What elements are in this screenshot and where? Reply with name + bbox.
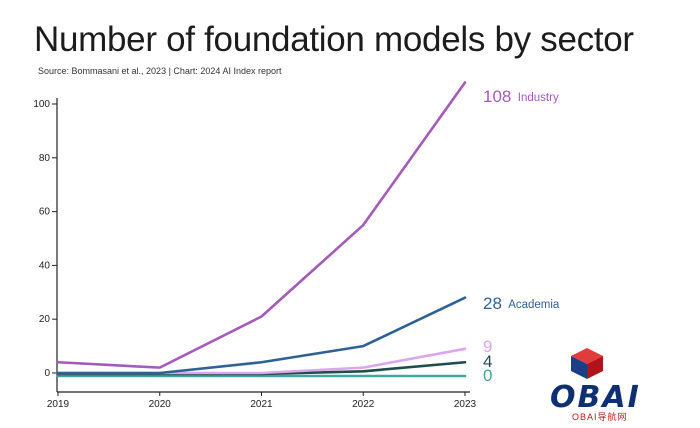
end-value-label: 108 <box>483 87 511 106</box>
watermark-brand: OBAI <box>550 380 641 415</box>
y-tick-label: 0 <box>44 368 50 379</box>
x-tick-label: 2021 <box>250 399 273 410</box>
x-tick-label: 2023 <box>454 399 477 410</box>
watermark-subtitle: OBAI导航网 <box>572 412 628 422</box>
series-name-label: Academia <box>508 299 560 311</box>
cube-logo-icon <box>571 348 603 379</box>
end-value-label: 0 <box>483 366 492 385</box>
chart-end-labels: 108 Industry 28 Academia 940 <box>483 87 560 385</box>
series-line-academia <box>56 296 467 375</box>
chart-source: Source: Bommasani et al., 2023 | Chart: … <box>38 66 282 76</box>
y-tick-label: 60 <box>39 207 51 218</box>
chart-axes: 0 20 40 60 80 100 2019 2020 2021 2022 2023 <box>33 98 477 410</box>
watermark-panel <box>496 338 700 428</box>
y-tick-label: 40 <box>39 260 51 271</box>
chart-series <box>56 81 467 378</box>
end-value-label: 9 <box>483 337 492 356</box>
end-value-label: 4 <box>483 352 492 371</box>
y-tick-label: 80 <box>39 153 51 164</box>
x-tick-label: 2019 <box>47 399 70 410</box>
chart-title: Number of foundation models by sector <box>34 20 634 59</box>
y-tick-label: 20 <box>39 314 51 325</box>
series-name-label: Industry <box>518 92 559 104</box>
x-tick-label: 2022 <box>352 399 375 410</box>
series-line-series-3 <box>56 347 467 375</box>
x-tick-label: 2020 <box>149 399 172 410</box>
y-tick-label: 100 <box>33 99 50 110</box>
end-value-label: 28 <box>483 294 502 313</box>
series-line-industry <box>56 81 467 369</box>
